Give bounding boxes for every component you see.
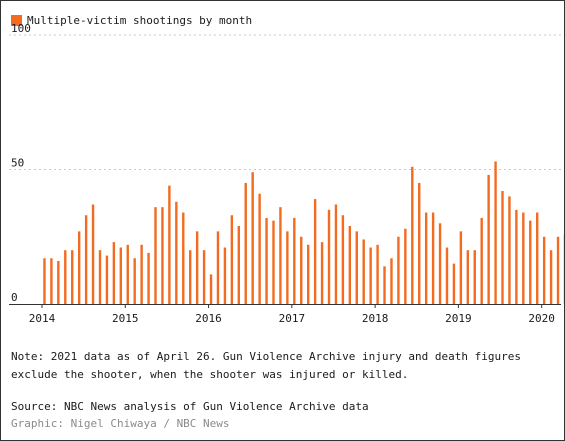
bar	[64, 250, 67, 304]
bar	[438, 223, 442, 304]
x-tick-label: 2020	[528, 312, 555, 325]
bar	[556, 236, 560, 304]
legend-swatch	[11, 14, 22, 26]
bar	[334, 204, 338, 304]
bar	[306, 244, 310, 304]
bar	[404, 228, 407, 304]
bar	[147, 252, 150, 304]
bar	[362, 239, 365, 304]
bar	[126, 244, 129, 304]
bar	[431, 212, 435, 304]
bar	[230, 215, 234, 304]
bar	[494, 161, 497, 304]
bar	[515, 209, 518, 304]
bar	[272, 220, 275, 304]
bar	[168, 185, 171, 304]
bar	[397, 236, 400, 304]
x-tick-label: 2015	[112, 312, 139, 325]
bar	[279, 207, 282, 304]
bar	[348, 225, 352, 304]
bar	[175, 201, 178, 304]
source-line: Source: NBC News analysis of Gun Violenc…	[11, 400, 369, 413]
bar	[529, 220, 532, 304]
bar	[473, 250, 476, 304]
legend: Multiple-victim shootings by month	[11, 12, 252, 28]
bar	[265, 217, 268, 304]
bar	[390, 258, 393, 304]
bar	[189, 250, 192, 304]
y-tick-label: 0	[11, 291, 18, 304]
bar	[244, 182, 247, 304]
legend-label: Multiple-victim shootings by month	[27, 13, 253, 27]
credit-line: Graphic: Nigel Chiwaya / NBC News	[11, 417, 230, 430]
bar	[71, 250, 74, 304]
bar	[84, 215, 88, 304]
x-tick-label: 2019	[445, 312, 472, 325]
bar	[161, 207, 164, 304]
bar	[300, 236, 303, 304]
bar	[418, 182, 421, 304]
bar	[182, 212, 185, 304]
bar	[119, 247, 123, 304]
bar	[522, 212, 525, 304]
bar	[487, 174, 490, 304]
bar	[508, 196, 511, 304]
bar	[237, 225, 240, 304]
bar-chart: 05010020142015201620172018201920202021	[9, 22, 564, 325]
bar	[452, 263, 456, 304]
x-tick-label: 2018	[362, 312, 389, 325]
bar	[383, 266, 386, 304]
bar	[98, 250, 102, 304]
footnote: Note: 2021 data as of April 26. Gun Viol…	[11, 350, 521, 381]
bar	[91, 204, 95, 304]
bar	[154, 207, 157, 304]
x-tick-label: 2014	[29, 312, 56, 325]
bar	[57, 260, 60, 304]
bar	[216, 231, 220, 304]
bar	[480, 217, 483, 304]
bar	[293, 217, 296, 304]
bar	[50, 258, 53, 304]
bar	[549, 250, 553, 304]
bar	[286, 231, 289, 304]
bar	[501, 191, 504, 304]
bar	[133, 258, 136, 304]
bar	[77, 231, 81, 304]
y-tick-label: 100	[11, 22, 31, 35]
bar	[459, 231, 463, 304]
bar	[424, 212, 428, 304]
bar	[320, 242, 324, 304]
bar	[195, 231, 199, 304]
bar	[376, 244, 379, 304]
bar	[140, 244, 143, 304]
bar	[466, 250, 470, 304]
bar	[43, 258, 46, 304]
bar	[112, 242, 116, 304]
bar	[542, 236, 546, 304]
bar	[355, 231, 358, 304]
bar	[411, 166, 414, 304]
bar	[251, 172, 254, 304]
bar	[202, 250, 206, 304]
bar	[536, 212, 539, 304]
bar	[209, 274, 213, 304]
bar	[258, 193, 261, 304]
x-tick-label: 2017	[279, 312, 306, 325]
bar	[445, 247, 449, 304]
bar	[327, 209, 331, 304]
x-tick-label: 2016	[195, 312, 222, 325]
y-tick-label: 50	[11, 157, 24, 170]
bar	[105, 255, 109, 304]
bar	[341, 215, 345, 304]
bar	[369, 247, 372, 304]
bar	[223, 247, 227, 304]
bar	[313, 199, 317, 304]
